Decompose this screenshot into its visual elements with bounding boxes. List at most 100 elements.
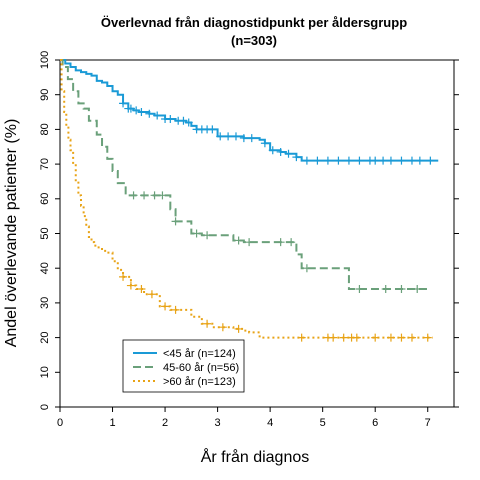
- y-tick-label: 30: [39, 297, 51, 309]
- y-axis-right-ticks: [454, 59, 459, 408]
- chart-subtitle: (n=303): [231, 33, 277, 48]
- y-axis: 0 10 20 30 40 50 60 70 80 90 100: [39, 51, 60, 410]
- censor-mark-series-1: [302, 264, 311, 273]
- censor-mark-series-0: [268, 146, 277, 155]
- censor-mark-series-1: [171, 217, 180, 226]
- censor-mark-series-1: [150, 191, 159, 200]
- x-tick-label: 1: [109, 417, 115, 429]
- censor-mark-series-0: [334, 156, 343, 165]
- y-tick-label: 10: [39, 366, 51, 378]
- y-tick-label: 90: [39, 89, 51, 101]
- censor-mark-series-0: [216, 132, 225, 141]
- censor-mark-series-0: [166, 114, 175, 123]
- censor-mark-series-0: [184, 118, 193, 127]
- censor-mark-series-1: [397, 285, 406, 294]
- censor-mark-series-2: [397, 333, 406, 342]
- censor-mark-series-1: [203, 231, 212, 240]
- censor-mark-series-1: [413, 285, 422, 294]
- censor-mark-series-2: [137, 285, 146, 294]
- censor-mark-series-0: [302, 156, 311, 165]
- x-axis: 0 1 2 3 4 5 6 7: [57, 407, 431, 429]
- censor-mark-series-0: [379, 156, 388, 165]
- censor-mark-series-0: [231, 132, 240, 141]
- censor-mark-series-0: [126, 104, 135, 113]
- censor-mark-series-1: [140, 191, 149, 200]
- y-tick-label: 50: [39, 227, 51, 239]
- censor-mark-series-2: [371, 333, 380, 342]
- censor-mark-series-1: [355, 285, 364, 294]
- series-layer: [60, 59, 439, 342]
- censor-mark-series-1: [158, 191, 167, 200]
- censor-mark-series-1: [276, 238, 285, 247]
- censor-mark-series-2: [297, 333, 306, 342]
- censor-mark-series-0: [224, 132, 233, 141]
- censor-mark-series-2: [161, 302, 170, 311]
- censor-mark-series-0: [132, 106, 141, 115]
- x-tick-label: 5: [320, 417, 326, 429]
- censor-mark-series-2: [171, 305, 180, 314]
- censor-mark-series-0: [371, 156, 380, 165]
- y-axis-title: Andel överlevande patienter (%): [3, 119, 20, 348]
- censor-mark-series-2: [126, 281, 135, 290]
- censor-mark-series-0: [284, 149, 293, 158]
- plot-frame: [59, 59, 455, 408]
- y-tick-label: 60: [39, 193, 51, 205]
- y-tick-label: 80: [39, 123, 51, 135]
- x-tick-label: 2: [162, 417, 168, 429]
- censor-mark-series-0: [260, 139, 269, 148]
- censor-mark-series-0: [247, 134, 256, 143]
- censor-mark-series-0: [239, 134, 248, 143]
- censor-mark-series-0: [276, 147, 285, 156]
- censor-mark-series-0: [179, 116, 188, 125]
- legend-label-series-0: <45 år (n=124): [163, 348, 236, 360]
- censor-mark-series-0: [344, 156, 353, 165]
- y-tick-label: 40: [39, 262, 51, 274]
- y-tick-label: 70: [39, 158, 51, 170]
- censor-mark-series-2: [339, 333, 348, 342]
- series-line-0: [60, 59, 439, 162]
- censor-mark-series-2: [147, 290, 156, 299]
- y-tick-label: 20: [39, 331, 51, 343]
- censor-mark-series-0: [323, 156, 332, 165]
- censor-mark-series-0: [119, 99, 128, 108]
- censor-mark-series-0: [137, 108, 146, 117]
- censor-mark-series-2: [119, 272, 128, 281]
- x-tick-label: 0: [57, 417, 63, 429]
- censor-mark-series-0: [386, 156, 395, 165]
- censor-mark-series-2: [218, 323, 227, 332]
- y-tick-label: 100: [39, 51, 51, 69]
- chart-title: Överlevnad från diagnostidpunkt per ålde…: [101, 15, 407, 30]
- censor-mark-series-0: [292, 153, 301, 162]
- censor-mark-series-1: [245, 238, 254, 247]
- censor-mark-series-0: [426, 156, 435, 165]
- censor-mark-series-2: [386, 333, 395, 342]
- censor-mark-series-0: [407, 156, 416, 165]
- censor-mark-series-1: [287, 238, 296, 247]
- series-line-1: [60, 59, 428, 291]
- censor-mark-series-0: [145, 109, 154, 118]
- censor-mark-series-1: [192, 229, 201, 238]
- censor-mark-series-0: [313, 156, 322, 165]
- censor-mark-series-1: [129, 191, 138, 200]
- legend-label-series-1: 45-60 år (n=56): [163, 362, 239, 374]
- censor-mark-series-2: [407, 333, 416, 342]
- censor-mark-series-2: [423, 333, 432, 342]
- x-tick-label: 6: [372, 417, 378, 429]
- censor-mark-series-0: [397, 156, 406, 165]
- legend: <45 år (n=124) 45-60 år (n=56) >60 år (n…: [122, 339, 245, 393]
- censor-mark-series-2: [329, 333, 338, 342]
- legend-label-series-2: >60 år (n=123): [163, 376, 236, 388]
- x-tick-label: 7: [425, 417, 431, 429]
- censor-mark-series-2: [352, 333, 361, 342]
- censor-mark-series-0: [153, 111, 162, 120]
- censor-mark-series-2: [203, 319, 212, 328]
- x-tick-label: 4: [267, 417, 273, 429]
- censor-mark-series-1: [234, 236, 243, 245]
- series-line-2: [60, 59, 433, 339]
- censor-mark-series-1: [381, 285, 390, 294]
- censor-mark-series-0: [415, 156, 424, 165]
- x-axis-title: År från diagnos: [201, 447, 310, 466]
- censor-mark-series-2: [234, 324, 243, 333]
- legend-box: [122, 339, 245, 393]
